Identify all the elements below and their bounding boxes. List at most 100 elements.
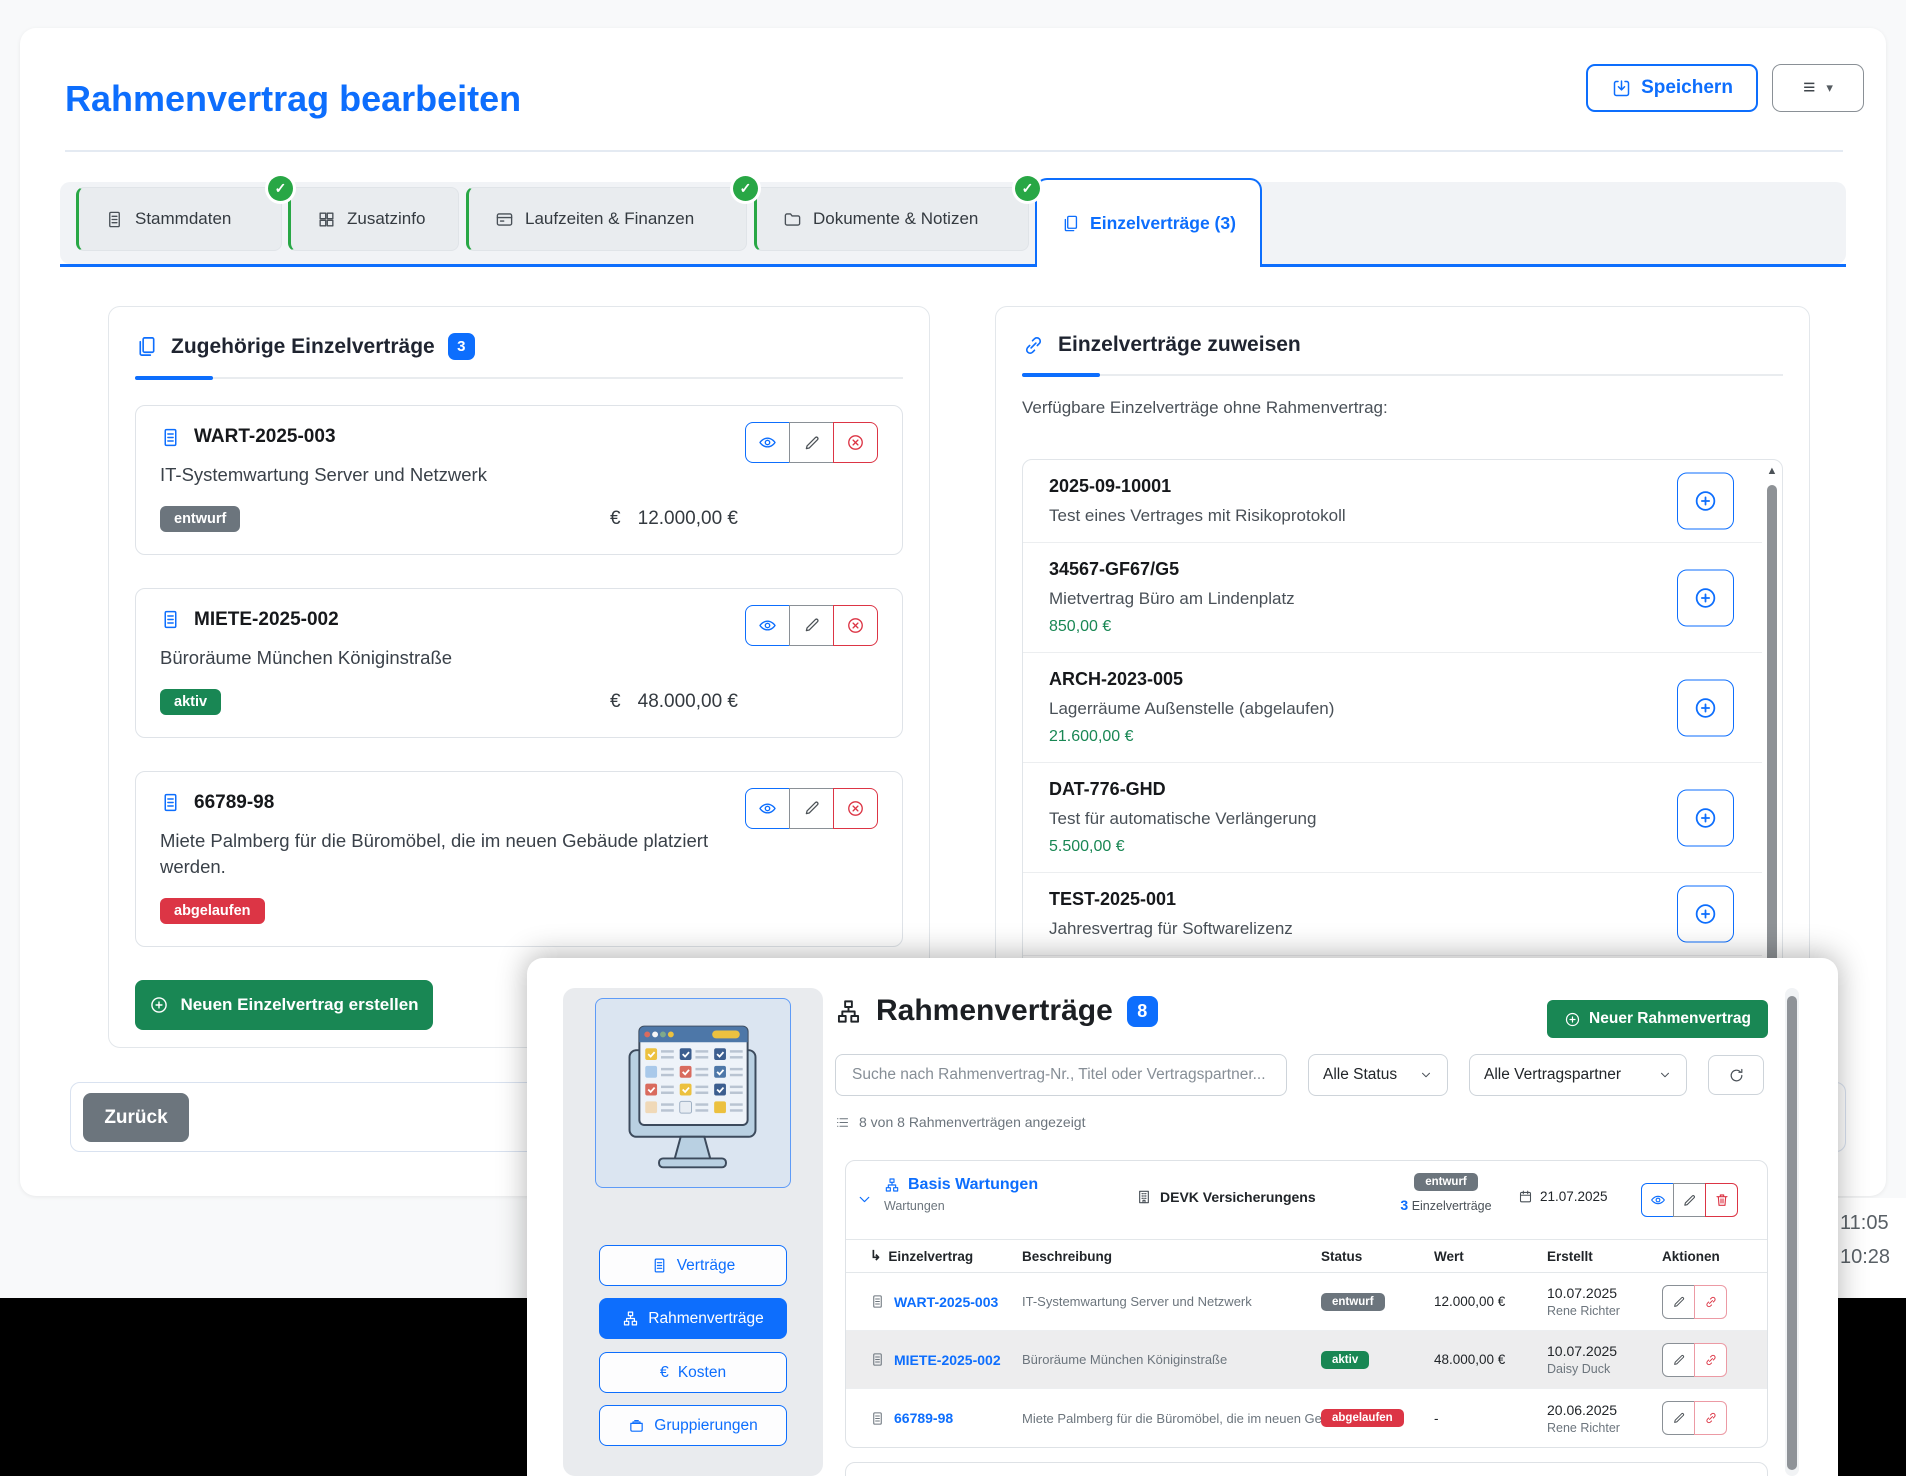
pencil-icon (803, 434, 821, 452)
hamburger-icon: ≡ (1803, 76, 1816, 99)
scroll-up-icon[interactable]: ▲ (1766, 465, 1778, 477)
plus-circle-icon (149, 995, 169, 1015)
results-info: 8 von 8 Rahmenverträgen angezeigt (859, 1114, 1086, 1130)
list-item: TEST-2025-001 Jahresvertrag für Software… (1023, 873, 1762, 956)
edit-button[interactable] (789, 604, 834, 646)
panel-subtitle: Verfügbare Einzelverträge ohne Rahmenver… (1022, 398, 1388, 417)
search-input[interactable] (835, 1054, 1287, 1096)
x-circle-icon (846, 616, 865, 635)
edit-button[interactable] (1662, 1284, 1695, 1319)
view-button[interactable] (745, 787, 790, 829)
sidebar-item-kosten[interactable]: € Kosten (599, 1352, 787, 1393)
caret-down-icon: ▾ (1826, 80, 1833, 95)
assign-button[interactable] (1677, 679, 1734, 736)
contract-code: MIETE-2025-002 (194, 608, 339, 630)
row-date: 10.07.2025 (1547, 1285, 1618, 1301)
eye-icon (758, 616, 777, 635)
document-icon (160, 609, 181, 630)
row-description: Miete Palmberg für die Büromöbel, die im… (1022, 1410, 1321, 1426)
status-badge: abgelaufen (160, 898, 265, 925)
scrollbar-thumb[interactable] (1787, 996, 1797, 1470)
edit-button[interactable] (789, 787, 834, 829)
edit-button[interactable] (789, 422, 834, 463)
group-row: Basis Wartungen Wartungen DEVK Versicher… (846, 1161, 1767, 1239)
pencil-icon (803, 616, 821, 634)
list-icon (835, 1115, 850, 1130)
contract-card-list: WART-2025-003 IT-Systemwartung Server un… (135, 405, 903, 948)
pencil-icon (803, 799, 821, 817)
create-contract-button[interactable]: Neuen Einzelvertrag erstellen (135, 980, 433, 1031)
contract-value: 48.000,00 € (637, 690, 738, 712)
new-framework-contract-button[interactable]: Neuer Rahmenvertrag (1547, 1000, 1768, 1038)
sidebar-item-gruppierungen[interactable]: Gruppierungen (599, 1405, 787, 1446)
sitemap-icon (835, 998, 862, 1025)
row-date: 10.07.2025 (1547, 1343, 1618, 1359)
remove-button[interactable] (833, 787, 878, 829)
contract-description: Miete Palmberg für die Büromöbel, die im… (160, 829, 709, 878)
plus-circle-icon (1693, 695, 1718, 720)
assign-button[interactable] (1677, 885, 1734, 943)
contract-description: Büroräume München Königinstraße (160, 646, 453, 668)
grid-icon (317, 210, 336, 229)
remove-button[interactable] (833, 422, 878, 463)
refresh-button[interactable] (1708, 1055, 1764, 1095)
view-button[interactable] (745, 604, 790, 646)
panel-title: Einzelverträge zuweisen (1058, 333, 1301, 356)
scrollbar-thumb[interactable] (1767, 485, 1777, 1014)
sitemap-icon (884, 1177, 900, 1193)
status-badge: aktiv (160, 688, 222, 715)
table-header: ↳ Einzelvertrag Beschreibung Status Wert… (846, 1239, 1767, 1273)
assign-button[interactable] (1677, 569, 1734, 626)
back-button[interactable]: Zurück (83, 1093, 189, 1142)
delete-button[interactable] (1705, 1183, 1738, 1217)
contract-code: 66789-98 (194, 791, 275, 813)
edit-button[interactable] (1662, 1342, 1695, 1377)
assign-contracts-panel: Einzelverträge zuweisen Verfügbare Einze… (995, 306, 1810, 1048)
unlink-button[interactable] (1694, 1401, 1727, 1435)
unlink-button[interactable] (1694, 1284, 1727, 1319)
currency-symbol: € (610, 507, 621, 529)
status-badge: abgelaufen (1321, 1409, 1404, 1427)
tab-complete-check-icon: ✓ (733, 176, 758, 201)
sitemap-icon (622, 1310, 639, 1327)
pencil-icon (1672, 1295, 1686, 1309)
assign-button[interactable] (1677, 789, 1734, 846)
tab-einzelvertraege[interactable]: Einzelverträge (3) (1035, 178, 1262, 267)
remove-button[interactable] (833, 604, 878, 646)
tab-stammdaten[interactable]: Stammdaten ✓ (76, 176, 293, 251)
sidebar-item-vertraege[interactable]: Verträge (599, 1245, 787, 1286)
contract-code: TEST-2025-001 (1049, 889, 1177, 909)
plus-circle-icon (1693, 805, 1718, 830)
unlink-button[interactable] (1694, 1342, 1727, 1377)
view-button[interactable] (1641, 1183, 1674, 1217)
framework-contract-link[interactable]: Basis Wartungen (908, 1176, 1039, 1193)
plus-circle-icon (1693, 489, 1718, 514)
timestamp: 11:05 (1840, 1212, 1889, 1234)
table-row: 66789-98 Miete Palmberg für die Büromöbe… (846, 1389, 1767, 1447)
contract-code: DAT-776-GHD (1049, 779, 1166, 799)
window-menu-button[interactable]: ≡ ▾ (1772, 64, 1864, 112)
partner-filter-select[interactable]: Alle Vertragspartner (1469, 1054, 1687, 1096)
edit-button[interactable] (1662, 1401, 1695, 1435)
contract-link[interactable]: MIETE-2025-002 (894, 1351, 1001, 1368)
sidebar-item-rahmenvertraege[interactable]: Rahmenverträge (599, 1298, 787, 1339)
contract-link[interactable]: 66789-98 (894, 1410, 954, 1426)
tab-complete-check-icon: ✓ (268, 176, 293, 201)
view-button[interactable] (745, 422, 790, 463)
status-filter-select[interactable]: Alle Status (1308, 1054, 1448, 1096)
row-description: IT-Systemwartung Server und Netzwerk (1022, 1294, 1252, 1309)
collapse-chevron-icon[interactable] (856, 1191, 873, 1208)
plus-circle-icon (1693, 585, 1718, 610)
page-title: Rahmenvertrag bearbeiten (65, 78, 522, 119)
save-button[interactable]: Speichern (1586, 64, 1758, 112)
pages-icon (1061, 214, 1080, 233)
tab-laufzeiten-finanzen[interactable]: Laufzeiten & Finanzen ✓ (466, 176, 758, 251)
card-icon (495, 210, 514, 229)
tab-dokumente-notizen[interactable]: Dokumente & Notizen ✓ (754, 176, 1040, 251)
trash-icon (1714, 1192, 1730, 1208)
timestamp: 10:28 (1840, 1246, 1891, 1268)
contract-link[interactable]: WART-2025-003 (894, 1293, 999, 1310)
edit-button[interactable] (1673, 1183, 1706, 1217)
tab-zusatzinfo[interactable]: Zusatzinfo (288, 187, 459, 251)
assign-button[interactable] (1677, 472, 1734, 530)
